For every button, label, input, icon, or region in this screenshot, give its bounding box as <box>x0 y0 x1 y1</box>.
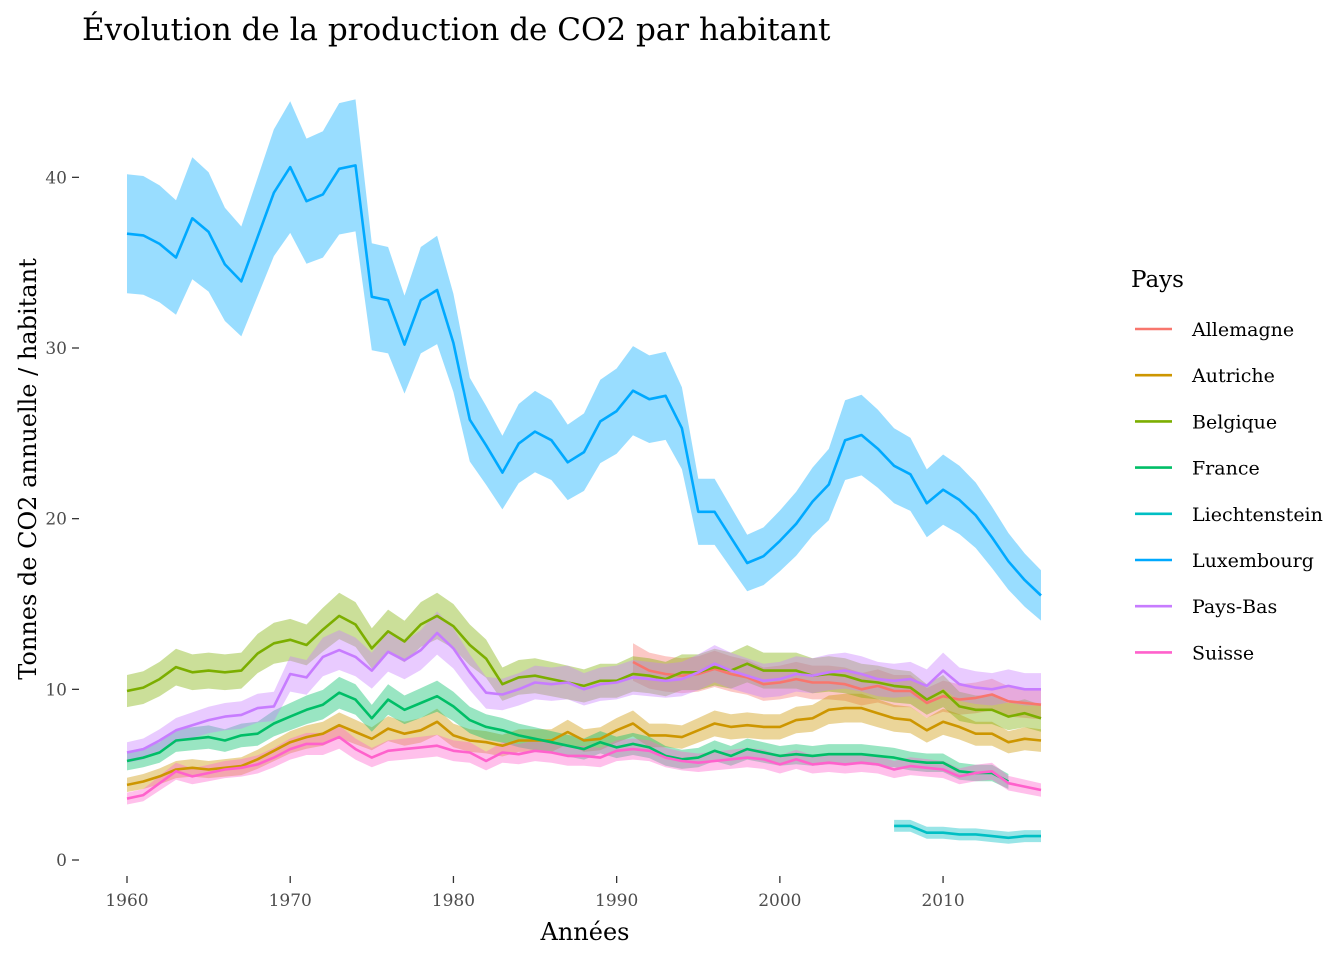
x-tick-label: 2000 <box>758 891 801 911</box>
legend-label-suisse: Suisse <box>1192 642 1254 664</box>
x-tick-label: 1960 <box>105 891 148 911</box>
legend: Pays Allemagne Autriche Belgique France Liec… <box>1131 267 1323 664</box>
x-tick-label: 1990 <box>595 891 638 911</box>
y-axis-title: Tonnes de CO2 annuelle / habitant <box>14 258 42 680</box>
legend-label-france: France <box>1192 458 1260 480</box>
band-suisse <box>127 725 1041 805</box>
y-tick-label: 40 <box>45 168 67 188</box>
y-tick-label: 20 <box>45 510 67 530</box>
y-tick-label: 10 <box>45 680 67 700</box>
legend-label-allemagne: Allemagne <box>1191 319 1294 341</box>
line-belgique <box>126 614 1042 720</box>
x-tick-label: 1980 <box>432 891 475 911</box>
x-tick-label: 1970 <box>269 891 312 911</box>
line-autriche <box>126 706 1042 787</box>
legend-label-luxembourg: Luxembourg <box>1192 550 1314 572</box>
line-luxembourg <box>126 164 1042 597</box>
line-pays-bas <box>126 631 1041 754</box>
band-liechtenstein <box>894 819 1041 844</box>
legend-label-pays-bas: Pays-Bas <box>1192 596 1277 618</box>
axes: 0 10 20 30 40 1960 1970 1980 1990 2000 2010 <box>45 168 964 911</box>
series-lines <box>126 164 1042 840</box>
y-tick-label: 30 <box>45 339 67 359</box>
line-allemagne <box>632 660 1042 706</box>
chart-title: Évolution de la production de CO2 par ha… <box>82 10 831 48</box>
legend-title: Pays <box>1131 267 1184 293</box>
line-liechtenstein <box>894 824 1041 840</box>
line-suisse <box>126 735 1042 800</box>
band-allemagne <box>633 643 1041 720</box>
x-axis-title: Années <box>540 918 630 946</box>
y-tick-label: 0 <box>56 851 67 871</box>
line-france <box>126 691 1009 783</box>
x-tick-label: 2010 <box>921 891 964 911</box>
legend-label-liechtenstein: Liechtenstein <box>1192 504 1323 526</box>
band-belgique <box>127 592 1041 732</box>
band-luxembourg <box>127 99 1041 621</box>
legend-label-autriche: Autriche <box>1191 365 1275 387</box>
legend-label-belgique: Belgique <box>1192 411 1277 433</box>
